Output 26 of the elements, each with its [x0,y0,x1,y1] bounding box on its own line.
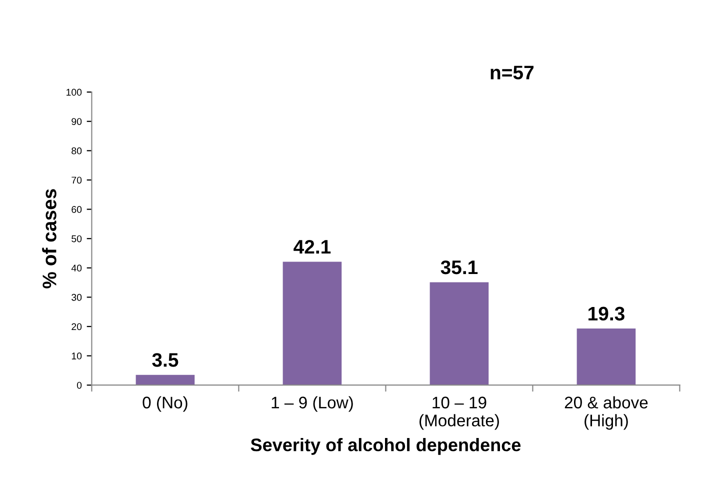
data-label: 19.3 [588,306,624,321]
y-tick-label: 20 [72,323,82,330]
y-tick-label: 50 [72,235,82,242]
y-axis-title: % of cases [42,189,56,288]
x-tick-label: 10 – 19 (Moderate) [420,396,499,430]
y-tick-label: 0 [76,382,82,389]
y-tick-label: 10 [72,352,82,360]
y-tick-label: 40 [71,264,82,272]
y-tick-label: 100 [66,88,82,96]
x-tick-label: 20 & above (High) [564,396,648,430]
text: n=57 [490,66,534,80]
data-label: 35.1 [440,260,478,274]
bar [430,282,489,386]
y-tick-label: 80 [72,147,82,154]
data-label: 3.5 [152,353,178,367]
bar [576,328,636,386]
y-tick-label: 90 [72,118,82,125]
bar [136,374,195,386]
x-tick-label: 1 – 9 (Low) [272,396,353,412]
x-axis-title: Severity of alcohol dependence [250,438,521,455]
y-tick-label: 70 [72,176,82,184]
x-tick-label: 0 (No) [142,396,188,412]
data-label: 42.1 [294,240,331,254]
y-tick-label: 30 [72,294,82,301]
y-tick-label: 60 [72,206,82,213]
bar [282,262,342,386]
